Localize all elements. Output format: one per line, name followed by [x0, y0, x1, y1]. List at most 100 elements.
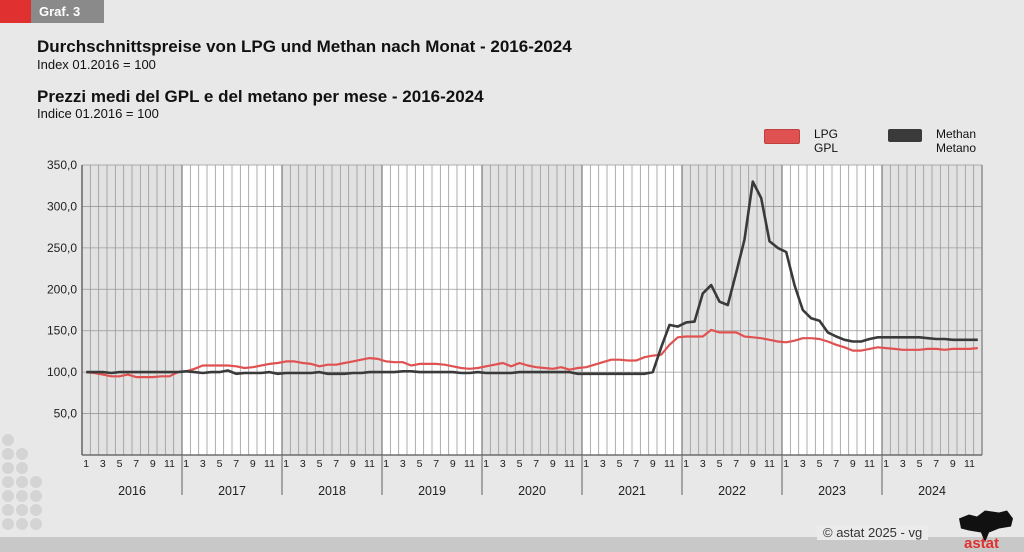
x-tick-label: 9: [150, 458, 156, 470]
x-tick-label: 1: [583, 458, 589, 470]
x-tick-label: 1: [883, 458, 889, 470]
x-tick-label: 11: [564, 458, 575, 470]
x-tick-label: 7: [833, 458, 839, 470]
x-tick-label: 7: [533, 458, 539, 470]
decorative-dot: [2, 448, 14, 460]
decorative-dot: [30, 476, 42, 488]
legend-label-lpg: LPG: [814, 127, 839, 141]
decorative-dot: [30, 504, 42, 516]
decorative-dot: [16, 518, 28, 530]
x-tick-label: 7: [633, 458, 639, 470]
copyright-text: © astat 2025 - vg: [817, 525, 929, 540]
year-label: 2017: [218, 484, 246, 498]
chart-number-badge: Graf. 3: [31, 0, 104, 23]
x-tick-label: 3: [700, 458, 706, 470]
astat-logo-map-icon: [959, 510, 1013, 543]
x-tick-label: 9: [550, 458, 556, 470]
x-tick-label: 3: [900, 458, 906, 470]
y-tick-label: 350,0: [47, 158, 77, 172]
x-tick-label: 7: [333, 458, 339, 470]
x-tick-label: 5: [117, 458, 123, 470]
x-tick-label: 5: [617, 458, 623, 470]
x-tick-label: 5: [317, 458, 323, 470]
decorative-dot: [2, 518, 14, 530]
decorative-dot: [30, 490, 42, 502]
y-tick-label: 200,0: [47, 282, 77, 296]
x-tick-label: 7: [433, 458, 439, 470]
footer-bar: [0, 537, 1024, 552]
y-tick-label: 250,0: [47, 241, 77, 255]
x-tick-label: 9: [250, 458, 256, 470]
year-label: 2016: [118, 484, 146, 498]
x-tick-label: 9: [750, 458, 756, 470]
x-tick-label: 5: [717, 458, 723, 470]
decorative-dots: [2, 434, 42, 530]
x-tick-label: 1: [483, 458, 489, 470]
x-tick-label: 11: [864, 458, 875, 470]
x-tick-label: 11: [264, 458, 275, 470]
x-tick-label: 1: [683, 458, 689, 470]
title-italian: Prezzi medi del GPL e del metano per mes…: [37, 87, 484, 106]
x-tick-label: 1: [383, 458, 389, 470]
legend-swatch-lpg: [764, 129, 800, 144]
decorative-dot: [16, 462, 28, 474]
x-tick-label: 11: [764, 458, 775, 470]
series-line-methan: [86, 180, 978, 376]
x-tick-label: 7: [733, 458, 739, 470]
x-tick-label: 5: [917, 458, 923, 470]
year-label: 2024: [918, 484, 946, 498]
year-label: 2021: [618, 484, 646, 498]
x-tick-label: 11: [464, 458, 475, 470]
year-label: 2018: [318, 484, 346, 498]
x-tick-label: 3: [800, 458, 806, 470]
x-tick-label: 3: [300, 458, 306, 470]
x-tick-label: 9: [350, 458, 356, 470]
x-tick-label: 3: [200, 458, 206, 470]
decorative-dot: [2, 434, 14, 446]
x-tick-label: 3: [500, 458, 506, 470]
x-tick-label: 3: [400, 458, 406, 470]
x-tick-label: 9: [850, 458, 856, 470]
x-tick-label: 11: [164, 458, 175, 470]
x-tick-label: 9: [950, 458, 956, 470]
subtitle-german: Index 01.2016 = 100: [37, 57, 156, 72]
subtitle-italian: Indice 01.2016 = 100: [37, 106, 159, 121]
x-tick-label: 7: [133, 458, 139, 470]
x-tick-label: 3: [600, 458, 606, 470]
x-tick-label: 5: [517, 458, 523, 470]
legend-label-methan: Methan: [936, 127, 977, 141]
decorative-dot: [16, 448, 28, 460]
legend-label-gpl: GPL: [814, 141, 839, 155]
x-tick-label: 5: [817, 458, 823, 470]
badge-red-square: [0, 0, 31, 23]
x-tick-label: 1: [283, 458, 289, 470]
x-tick-label: 5: [417, 458, 423, 470]
astat-logo-text: astat: [964, 535, 1000, 552]
x-tick-label: 9: [650, 458, 656, 470]
legend-label-metano: Metano: [936, 141, 977, 155]
decorative-dot: [2, 504, 14, 516]
y-tick-label: 150,0: [47, 324, 77, 338]
decorative-dot: [2, 490, 14, 502]
x-tick-label: 9: [450, 458, 456, 470]
decorative-dot: [16, 476, 28, 488]
y-tick-label: 300,0: [47, 199, 77, 213]
y-tick-label: 100,0: [47, 365, 77, 379]
x-tick-label: 5: [217, 458, 223, 470]
x-tick-label: 7: [233, 458, 239, 470]
year-label: 2023: [818, 484, 846, 498]
title-german: Durchschnittspreise von LPG und Methan n…: [37, 37, 572, 56]
decorative-dot: [2, 462, 14, 474]
x-tick-label: 11: [664, 458, 675, 470]
x-tick-label: 1: [83, 458, 89, 470]
decorative-dot: [2, 476, 14, 488]
series-line-lpg: [86, 328, 978, 379]
x-tick-label: 11: [964, 458, 975, 470]
x-tick-label: 3: [100, 458, 106, 470]
x-tick-label: 1: [183, 458, 189, 470]
x-tick-label: 11: [364, 458, 375, 470]
x-tick-label: 7: [933, 458, 939, 470]
y-tick-label: 50,0: [54, 407, 78, 421]
year-label: 2019: [418, 484, 446, 498]
